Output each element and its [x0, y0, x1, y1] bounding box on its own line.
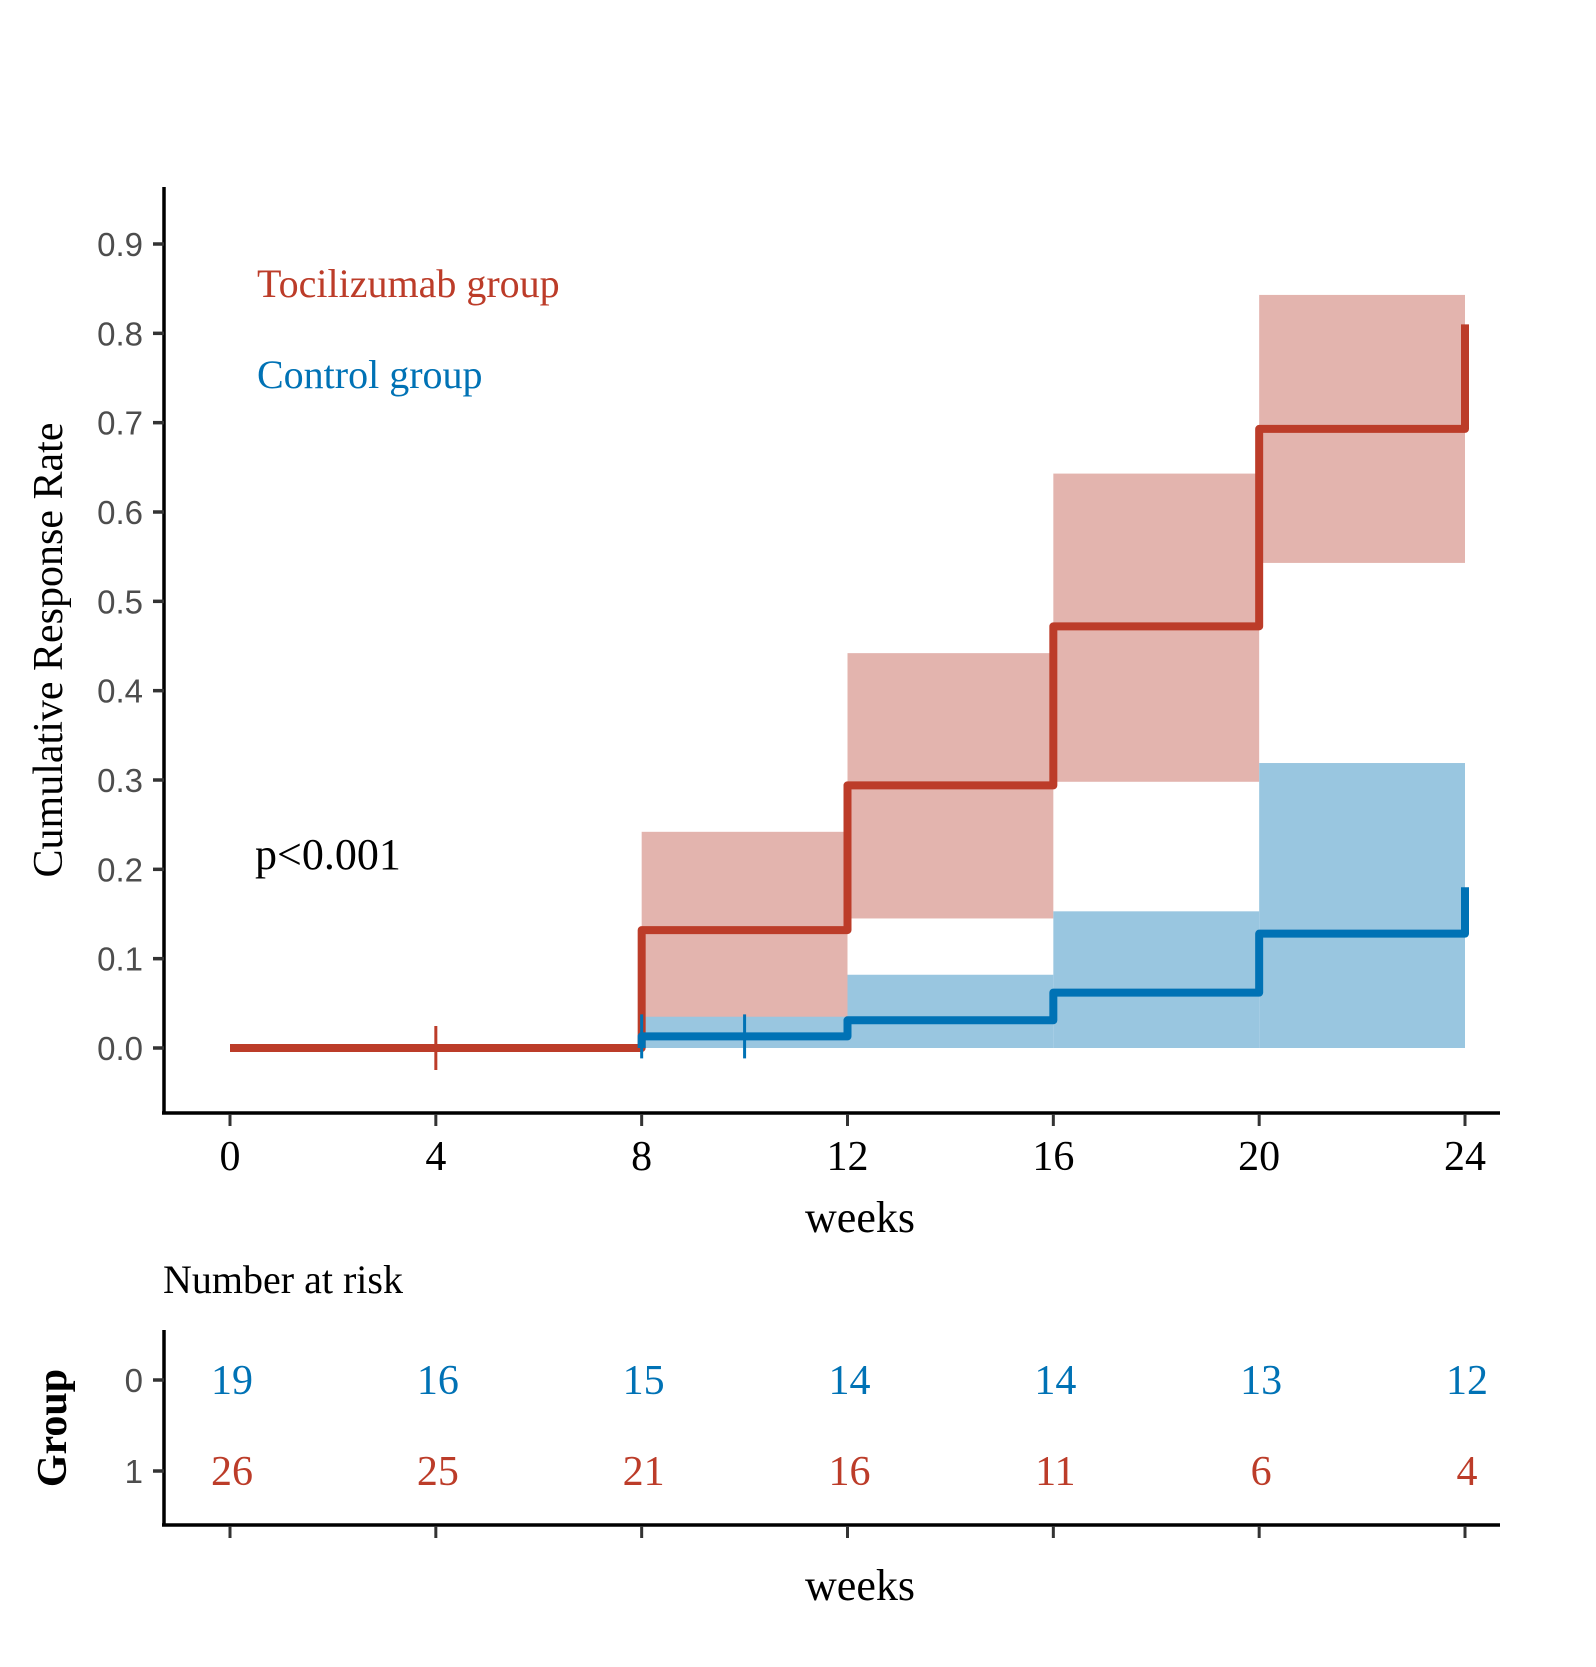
censor-marks: [434, 1014, 747, 1070]
risk-value-group-1: 16: [829, 1449, 871, 1495]
y-tick-label: 0.0: [97, 1030, 143, 1067]
risk-table-x-axis-title: weeks: [805, 1561, 915, 1610]
x-axis-title: weeks: [805, 1193, 915, 1242]
ci-band-control: [847, 974, 1054, 1048]
risk-value-group-1: 26: [211, 1449, 253, 1495]
risk-value-group-0: 12: [1446, 1358, 1488, 1404]
y-tick-label: 0.8: [97, 315, 143, 352]
y-tick-label: 0.2: [97, 851, 143, 888]
p-value-annotation: p<0.001: [255, 830, 401, 879]
x-tick-label: 12: [827, 1134, 869, 1180]
risk-value-group-1: 6: [1251, 1449, 1272, 1495]
ci-band-control: [1259, 763, 1465, 1048]
y-tick-label: 0.3: [97, 762, 143, 799]
legend-label-tocilizumab: Tocilizumab group: [257, 261, 560, 306]
y-axis-title: Cumulative Response Rate: [26, 423, 72, 878]
x-tick-label: 20: [1238, 1134, 1280, 1180]
risk-table-y-ticks: 01: [125, 1362, 164, 1490]
x-tick-label: 24: [1444, 1134, 1486, 1180]
risk-value-group-0: 19: [211, 1358, 253, 1404]
risk-y-tick-label: 1: [125, 1453, 143, 1490]
risk-y-tick-label: 0: [125, 1362, 143, 1399]
y-tick-label: 0.9: [97, 226, 143, 263]
ci-band-control: [1053, 911, 1260, 1048]
risk-value-group-0: 14: [829, 1358, 871, 1404]
risk-value-group-1: 21: [623, 1449, 665, 1495]
risk-value-group-0: 13: [1240, 1358, 1282, 1404]
x-tick-label: 0: [220, 1134, 241, 1180]
risk-table-title: Number at risk: [163, 1257, 403, 1302]
risk-value-group-0: 15: [623, 1358, 665, 1404]
risk-table-values: 19 16 15 14 14 13 12 26 25 21 16 11 6 4: [211, 1358, 1488, 1495]
legend-label-control: Control group: [257, 352, 483, 397]
risk-value-group-1: 25: [417, 1449, 459, 1495]
x-tick-label: 8: [631, 1134, 652, 1180]
risk-value-group-0: 14: [1034, 1358, 1076, 1404]
risk-value-group-0: 16: [417, 1358, 459, 1404]
y-tick-label: 0.6: [97, 494, 143, 531]
risk-table-x-ticks: [228, 1526, 1467, 1538]
x-tick-label: 16: [1032, 1134, 1074, 1180]
risk-value-group-1: 4: [1457, 1449, 1478, 1495]
step-line-tocilizumab: [230, 324, 1469, 1052]
y-tick-label: 0.4: [97, 673, 143, 710]
x-axis-ticks: 0 4 8 12 16 20 24: [220, 1114, 1486, 1180]
y-tick-label: 0.1: [97, 941, 143, 978]
y-tick-label: 0.7: [97, 405, 143, 442]
risk-table-y-axis-title: Group: [30, 1369, 76, 1487]
risk-value-group-1: 11: [1035, 1449, 1075, 1495]
y-tick-label: 0.5: [97, 583, 143, 620]
x-tick-label: 4: [425, 1134, 446, 1180]
y-axis-ticks: 0.0 0.1 0.2 0.3 0.4 0.5 0.6 0.7 0.8 0.9: [97, 226, 164, 1067]
